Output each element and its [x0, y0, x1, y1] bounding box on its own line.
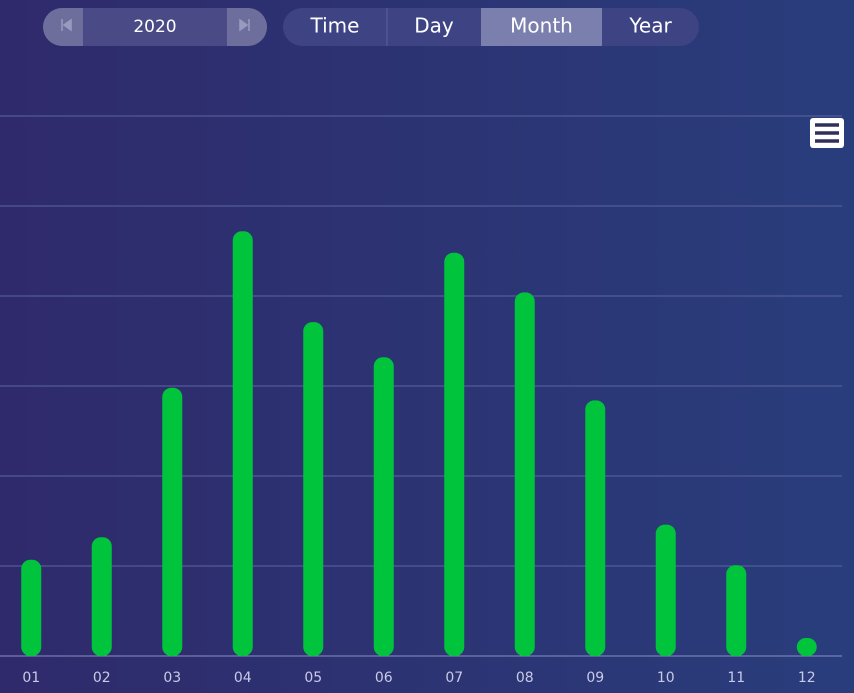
bar — [514, 292, 535, 656]
bar — [373, 357, 394, 656]
bar — [444, 252, 465, 657]
x-tick-label: 07 — [445, 670, 463, 686]
x-tick-label: 09 — [586, 670, 604, 686]
bar — [162, 387, 183, 656]
menu-icon — [815, 123, 839, 143]
year-picker: 2020 — [43, 8, 267, 46]
tab[interactable]: Year — [628, 14, 672, 38]
x-tick-label: 10 — [657, 670, 675, 686]
bar — [21, 559, 42, 656]
chart-menu[interactable] — [810, 118, 844, 148]
tab[interactable]: Day — [414, 14, 454, 38]
bar — [726, 565, 747, 656]
x-tick-label: 12 — [798, 670, 816, 686]
bar — [585, 400, 606, 656]
year-label: 2020 — [133, 17, 176, 37]
x-tick-label: 08 — [516, 670, 534, 686]
year-picker-bg — [43, 8, 267, 46]
period-tabs: Time Day Month Year — [283, 8, 699, 46]
x-tick-label: 03 — [163, 670, 181, 686]
tab[interactable]: Month — [510, 14, 573, 38]
x-tick-label: 06 — [375, 670, 393, 686]
bar — [91, 537, 112, 656]
x-tick-label: 11 — [727, 670, 745, 686]
x-tick-label: 04 — [234, 670, 252, 686]
bar — [655, 524, 676, 656]
bar — [232, 231, 253, 656]
next-year-fill — [227, 8, 245, 46]
prev-icon — [61, 18, 72, 32]
tab[interactable]: Time — [310, 14, 360, 38]
tab-selected-bg — [481, 8, 602, 46]
prev-year-fill — [65, 8, 83, 46]
bar — [303, 322, 324, 656]
next-icon — [239, 18, 250, 32]
x-tick-label: 02 — [93, 670, 111, 686]
bar — [796, 638, 817, 656]
x-tick-label: 05 — [304, 670, 322, 686]
x-tick-label: 01 — [22, 670, 40, 686]
